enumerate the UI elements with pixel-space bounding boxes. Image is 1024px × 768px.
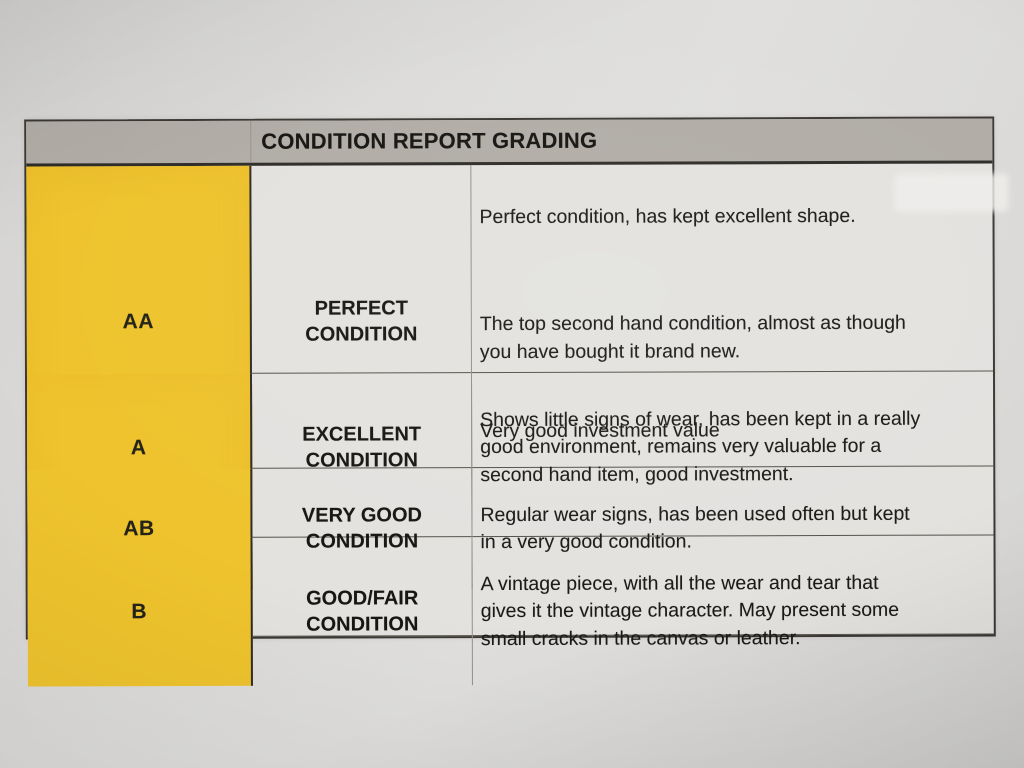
table-header-row: CONDITION REPORT GRADING	[26, 118, 993, 167]
description-paragraph: A vintage piece, with all the wear and t…	[480, 571, 900, 651]
table-row: AA PERFECT CONDITION Perfect condition, …	[26, 163, 993, 480]
table-row: A EXCELLENT CONDITION Shows little signs…	[26, 371, 994, 523]
condition-label-cell: GOOD/FAIR CONDITION	[252, 537, 473, 687]
table-row: B GOOD/FAIR CONDITION A vintage piece, w…	[27, 535, 994, 687]
condition-grading-table: CONDITION REPORT GRADING AA PERFECT COND…	[24, 116, 1009, 687]
header-spacer-cell	[26, 120, 252, 164]
table-title: CONDITION REPORT GRADING	[261, 127, 598, 154]
description-paragraph: The top second hand condition, almost as…	[479, 311, 906, 363]
description-cell: A vintage piece, with all the wear and t…	[472, 535, 993, 685]
table-row: AB VERY GOOD CONDITION Regular wear sign…	[27, 466, 994, 591]
grade-cell: B	[27, 537, 253, 687]
description-paragraph: Perfect condition, has kept excellent sh…	[479, 204, 856, 228]
